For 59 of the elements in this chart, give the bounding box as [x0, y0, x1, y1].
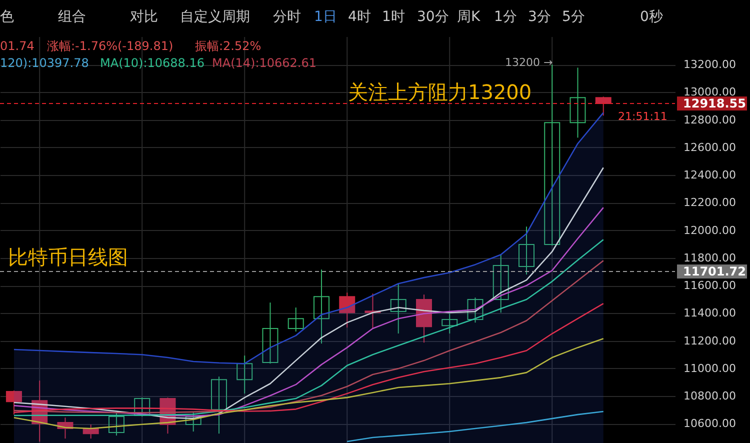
candlestick	[108, 412, 124, 436]
text: 1时	[382, 9, 405, 25]
ref-line-label: 12918.55	[683, 96, 746, 110]
text: 分时	[273, 9, 301, 25]
candlestick	[134, 397, 150, 417]
candlestick	[313, 269, 330, 344]
line-series	[346, 410, 604, 442]
candlestick	[467, 297, 484, 324]
candlestick	[390, 283, 406, 334]
text: 组合	[58, 9, 86, 25]
text: 对比	[130, 9, 158, 25]
y-tick-label: 10600.00	[684, 417, 736, 430]
line-series	[13, 302, 604, 414]
annotation: 01.74	[0, 39, 34, 53]
candlestick	[288, 307, 304, 332]
candlestick	[518, 226, 534, 276]
annotation: 关注上方阻力13200	[348, 80, 532, 104]
candlestick	[570, 67, 586, 138]
text: 周K	[457, 9, 481, 25]
ref-line-label: 11701.72	[683, 264, 746, 279]
text: 21:51:11	[618, 110, 668, 123]
candlestick	[236, 355, 253, 394]
y-tick-label: 12000.00	[684, 224, 736, 237]
annotation: MA(10):10688.16	[100, 56, 204, 70]
annotation: 振幅:2.52%	[195, 39, 262, 53]
text: 1日	[314, 9, 337, 25]
y-tick-label: 11400.00	[684, 306, 736, 320]
y-tick-label: 12400.00	[684, 168, 736, 182]
y-tick-label: 12200.00	[684, 196, 736, 210]
annotation: 13200 →	[505, 56, 553, 69]
candlestick	[6, 390, 22, 416]
text: 4时	[348, 9, 371, 25]
y-tick-label: 11600.00	[684, 279, 736, 292]
y-tick-label: 12600.00	[684, 140, 736, 154]
text: 色	[0, 9, 14, 25]
text: 3分	[528, 9, 551, 25]
y-tick-label: 11200.00	[684, 334, 736, 348]
text: 5分	[562, 9, 585, 25]
y-tick-label: 10800.00	[684, 390, 736, 403]
candlestick	[339, 292, 356, 328]
candlestick	[595, 96, 612, 116]
text: 0秒	[640, 9, 663, 25]
annotation: 120):10397.78	[0, 56, 89, 70]
candlestick	[210, 376, 227, 434]
y-tick-label: 11800.00	[684, 251, 736, 264]
candlestick	[492, 254, 509, 314]
y-tick-label: 11000.00	[684, 362, 736, 375]
text: 1分	[494, 9, 517, 25]
annotation: MA(14):10662.61	[212, 56, 316, 70]
candlestick	[262, 302, 278, 364]
annotation: 比特币日线图	[8, 245, 128, 269]
candlestick	[442, 313, 458, 334]
text: 自定义周期	[180, 9, 250, 25]
text: 30分	[417, 9, 449, 25]
candlestick	[185, 412, 202, 432]
y-tick-label: 13000.00	[684, 86, 736, 99]
y-tick-label: 13200.00	[684, 58, 736, 72]
annotation: 涨幅:-1.76%(-189.81)	[47, 39, 174, 53]
y-tick-label: 12800.00	[684, 113, 736, 126]
